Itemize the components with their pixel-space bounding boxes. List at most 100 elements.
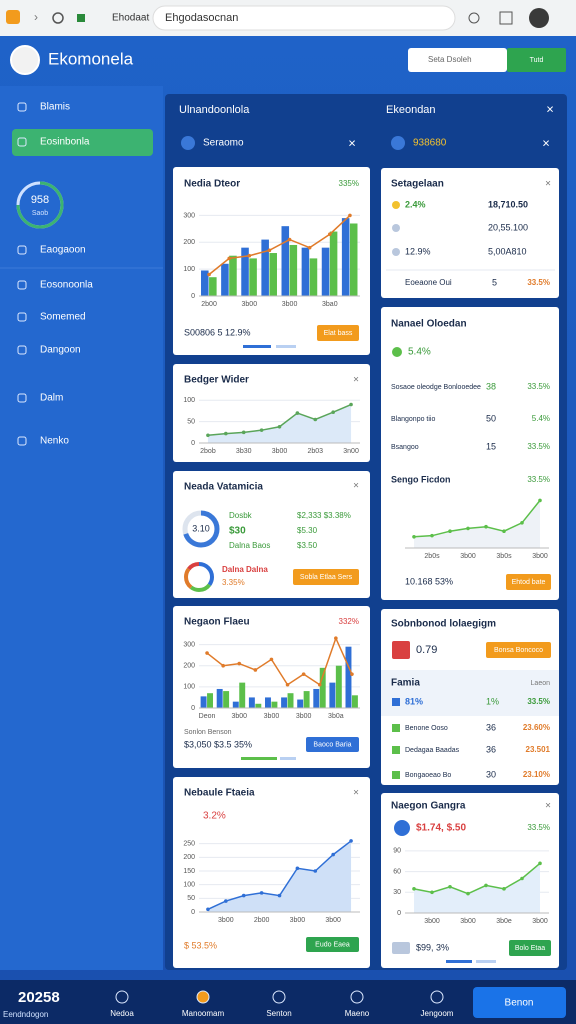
button[interactable] xyxy=(506,574,551,590)
point xyxy=(259,428,264,432)
button-label[interactable]: Elat bass xyxy=(324,330,353,337)
point xyxy=(307,245,312,250)
site-label: Ehodaat xyxy=(112,13,149,24)
sidebar-item[interactable]: Nenko xyxy=(40,436,69,447)
sidebar-active[interactable] xyxy=(12,129,153,156)
point xyxy=(520,521,524,525)
button[interactable] xyxy=(317,325,359,341)
row-text: Sosaoe oleodge Bonlooedee xyxy=(391,384,481,391)
nav-icon[interactable] xyxy=(350,990,364,1004)
card-footer: $99, 3% xyxy=(416,942,449,952)
card-title: Bedger Wider xyxy=(184,375,249,386)
line xyxy=(413,862,541,895)
button[interactable] xyxy=(509,940,551,956)
sidebar-item[interactable]: Blamis xyxy=(40,102,70,113)
close-icon[interactable]: × xyxy=(353,481,359,492)
nav-icon[interactable] xyxy=(272,990,286,1004)
nav-icon[interactable] xyxy=(115,990,129,1004)
reload-icon[interactable] xyxy=(52,12,64,24)
button-label[interactable]: Bonsa Boncoco xyxy=(494,647,543,654)
button[interactable] xyxy=(507,48,566,72)
button[interactable] xyxy=(293,569,359,585)
close-icon[interactable]: × xyxy=(545,801,551,812)
card-title: Neada Vatamicia xyxy=(184,482,263,493)
search-placeholder[interactable]: Seta Dsoleh xyxy=(428,55,472,64)
stat-label: $30 xyxy=(229,526,246,537)
nav-icon[interactable] xyxy=(430,990,444,1004)
nav-item[interactable]: Manoomam xyxy=(182,1009,225,1018)
close-icon[interactable]: × xyxy=(348,135,356,150)
bar xyxy=(287,693,294,708)
tab-icon xyxy=(6,10,20,24)
nav-item[interactable]: Senton xyxy=(266,1009,291,1018)
button-label[interactable]: Eudo Eaea xyxy=(315,941,350,948)
close-icon[interactable]: × xyxy=(546,101,554,116)
point xyxy=(253,668,258,672)
button-label[interactable]: Sobla Etlaa Sers xyxy=(300,574,353,581)
point xyxy=(334,636,338,641)
button[interactable] xyxy=(486,642,551,658)
donut2-label: Dalna Dalna xyxy=(222,565,268,574)
point xyxy=(538,498,542,503)
nav-item[interactable]: Maeno xyxy=(345,1009,370,1018)
nav-icon[interactable] xyxy=(196,990,210,1004)
row-icon xyxy=(392,771,400,779)
point xyxy=(484,524,488,529)
y-tick-label: 0 xyxy=(191,909,195,916)
pager xyxy=(280,757,296,760)
point xyxy=(205,651,209,655)
profile-avatar[interactable] xyxy=(529,8,549,28)
bar xyxy=(221,263,229,296)
sidebar-item[interactable]: Somemed xyxy=(40,312,86,323)
close-icon[interactable]: × xyxy=(353,788,359,799)
point xyxy=(466,526,470,531)
sidebar-item[interactable]: Dangoon xyxy=(40,345,81,356)
point xyxy=(412,887,416,891)
close-icon[interactable]: × xyxy=(353,375,359,386)
tab-label[interactable]: Seraomo xyxy=(203,138,244,149)
nav-button[interactable] xyxy=(473,987,566,1018)
sidebar-icon xyxy=(17,137,27,147)
point xyxy=(295,411,300,415)
ext-icon[interactable] xyxy=(499,11,513,25)
nav-button-label[interactable]: Benon xyxy=(505,998,534,1009)
row-text: 30 xyxy=(486,769,496,779)
button-label[interactable]: Ehtod bate xyxy=(512,579,546,586)
forward-icon[interactable]: › xyxy=(34,10,38,24)
sidebar-item[interactable]: Eosonoonla xyxy=(40,280,93,291)
x-tick-label: 3b00 xyxy=(264,713,280,720)
close-icon[interactable]: × xyxy=(545,179,551,190)
search-box[interactable] xyxy=(408,48,507,72)
point xyxy=(331,410,335,415)
card-title: Negaon Flaeu xyxy=(184,617,250,628)
button-label[interactable]: Tutd xyxy=(530,57,544,64)
card xyxy=(173,471,370,598)
button-label[interactable]: Baoco Baria xyxy=(313,741,351,748)
stat-value: $5.30 xyxy=(297,526,318,535)
donut2-value: 3.35% xyxy=(222,578,245,587)
button[interactable] xyxy=(306,937,359,952)
close-icon[interactable]: × xyxy=(542,135,550,150)
button-label[interactable]: Bolo Etaa xyxy=(515,945,545,952)
sidebar-item[interactable]: Dalm xyxy=(40,393,63,404)
line xyxy=(208,214,351,276)
x-tick-label: 3b00 xyxy=(460,553,476,560)
bar xyxy=(200,696,207,708)
url-box[interactable] xyxy=(152,5,456,31)
bar xyxy=(329,231,338,296)
y-tick-label: 0 xyxy=(397,910,401,917)
sidebar-item[interactable]: Eosinbonla xyxy=(40,137,90,148)
nav-item[interactable]: Nedoa xyxy=(110,1009,134,1018)
button[interactable] xyxy=(306,737,359,752)
row-icon xyxy=(392,698,400,706)
x-tick-label: 3b00 xyxy=(231,713,247,720)
bar xyxy=(248,697,255,708)
home-icon[interactable] xyxy=(468,12,480,24)
point xyxy=(348,213,352,218)
point xyxy=(224,899,228,903)
url-text[interactable]: Ehgodasocnan xyxy=(165,12,238,24)
nav-item[interactable]: Jengoom xyxy=(421,1009,454,1018)
tab-label[interactable]: 938680 xyxy=(413,138,447,149)
sidebar-item[interactable]: Eaogaoon xyxy=(40,245,86,256)
point xyxy=(484,883,488,888)
